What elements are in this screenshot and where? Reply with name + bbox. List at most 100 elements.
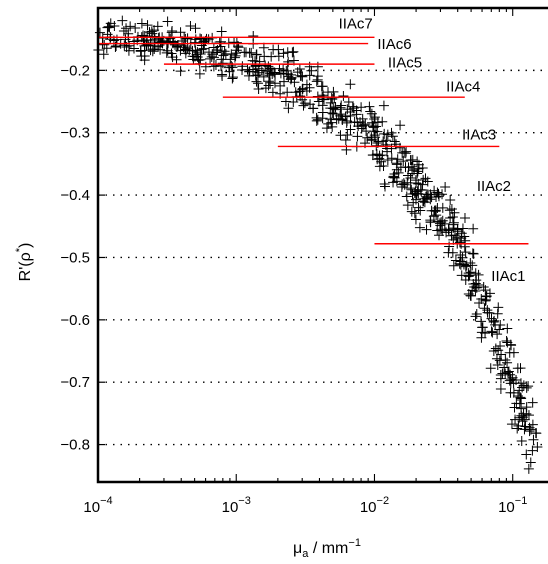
data-point <box>527 445 538 456</box>
data-point <box>171 54 182 65</box>
data-point <box>435 220 446 231</box>
data-point <box>456 256 467 267</box>
data-point <box>258 71 269 82</box>
data-point <box>295 91 306 102</box>
data-point <box>511 375 522 386</box>
data-point <box>389 136 400 147</box>
data-point <box>525 457 536 468</box>
data-point <box>142 20 153 31</box>
data-point <box>111 41 122 52</box>
data-point <box>504 347 515 358</box>
data-point <box>518 380 529 391</box>
data-point <box>413 202 424 213</box>
band-label-iiac6: IIAc6 <box>377 36 411 53</box>
band-label-iiac2: IIAc2 <box>477 178 511 195</box>
data-point <box>485 363 496 374</box>
band-label-iiac4: IIAc4 <box>446 79 480 96</box>
x-axis-title-rest: / mm <box>308 540 348 557</box>
data-point <box>419 193 430 204</box>
data-point <box>413 178 424 189</box>
data-point <box>306 65 317 76</box>
data-point <box>217 58 228 69</box>
data-point <box>123 45 134 56</box>
data-point <box>521 382 532 393</box>
data-point <box>412 166 423 177</box>
data-point <box>182 43 193 54</box>
data-point <box>162 16 173 27</box>
data-point <box>528 434 539 445</box>
data-point <box>263 80 274 91</box>
data-point <box>351 109 362 120</box>
data-point <box>454 258 465 269</box>
data-point <box>403 170 414 181</box>
data-point <box>147 46 158 57</box>
data-point <box>117 15 128 26</box>
data-point <box>527 397 538 408</box>
y-tick-label: −0.5 <box>60 249 90 266</box>
data-point <box>461 260 472 271</box>
data-point <box>175 27 186 38</box>
data-point <box>287 47 298 58</box>
data-point <box>251 76 262 87</box>
data-point <box>477 322 488 333</box>
data-point <box>379 178 390 189</box>
data-point <box>198 43 209 54</box>
data-point <box>421 224 432 235</box>
data-point <box>516 403 527 414</box>
data-point <box>525 424 536 435</box>
data-point <box>254 56 265 67</box>
data-point <box>180 33 191 44</box>
data-point <box>281 65 292 76</box>
data-point <box>531 428 542 439</box>
data-point <box>415 184 426 195</box>
data-point <box>512 423 523 434</box>
data-point <box>243 70 254 81</box>
data-point <box>353 121 364 132</box>
data-point <box>258 42 269 53</box>
data-point <box>415 205 426 216</box>
data-point <box>210 59 221 70</box>
data-point <box>488 345 499 356</box>
data-point <box>109 20 120 31</box>
y-tick-label: −0.3 <box>60 125 90 142</box>
data-point <box>298 100 309 111</box>
data-point <box>312 71 323 82</box>
y-gridlines <box>98 69 548 446</box>
data-point <box>153 33 164 44</box>
data-point <box>161 47 172 58</box>
data-point <box>473 280 484 291</box>
x-axis-title-sub: a <box>302 548 309 560</box>
data-point <box>452 226 463 237</box>
data-point <box>343 97 354 108</box>
data-point <box>256 65 267 76</box>
data-point <box>487 327 498 338</box>
data-point <box>237 64 248 75</box>
data-point <box>494 324 505 335</box>
y-axis-title-close: ) <box>17 243 34 248</box>
data-point <box>455 249 466 260</box>
data-point <box>401 191 412 202</box>
data-point <box>322 87 333 98</box>
data-point <box>405 183 416 194</box>
data-point <box>406 184 417 195</box>
data-point <box>395 142 406 153</box>
data-point <box>358 120 369 131</box>
data-point <box>502 323 513 334</box>
data-point <box>432 216 443 227</box>
data-point <box>94 27 105 38</box>
data-point <box>398 178 409 189</box>
data-point <box>476 294 487 305</box>
data-point <box>388 177 399 188</box>
data-point <box>505 387 516 398</box>
data-point <box>301 86 312 97</box>
data-point <box>248 66 259 77</box>
data-point <box>341 117 352 128</box>
data-point <box>429 185 440 196</box>
data-point <box>446 230 457 241</box>
band-label-iiac3: IIAc3 <box>462 127 496 144</box>
x-tick-label: 10−4 <box>83 495 112 516</box>
data-point <box>460 275 471 286</box>
data-point <box>398 156 409 167</box>
data-point <box>465 267 476 278</box>
